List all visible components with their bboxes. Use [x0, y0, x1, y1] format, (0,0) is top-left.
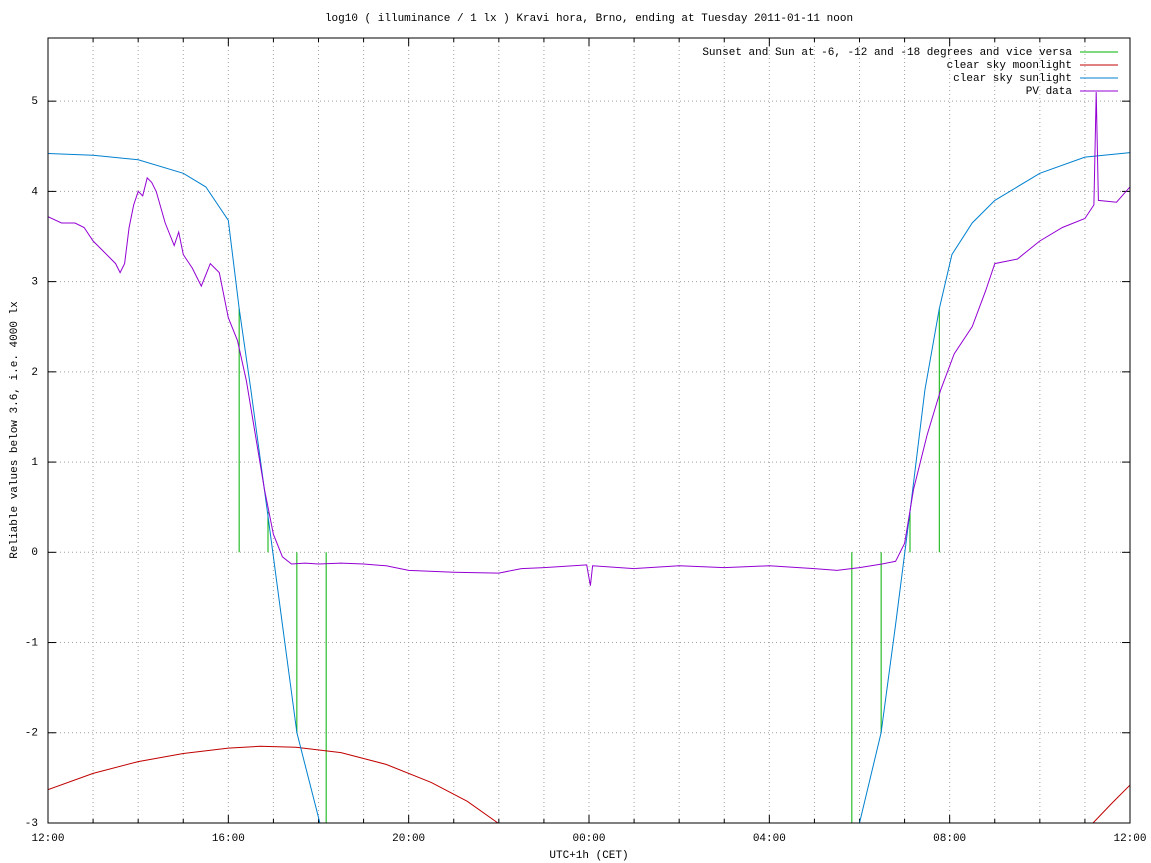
legend-label: PV data [1026, 86, 1073, 98]
y-tick-label: 4 [31, 186, 38, 198]
y-tick-label: 5 [31, 96, 38, 108]
series-line [48, 92, 1130, 586]
y-tick-label: 0 [31, 547, 38, 559]
x-axis-label: UTC+1h (CET) [549, 850, 628, 862]
y-tick-label: 2 [31, 367, 38, 379]
chart-title: log10 ( illuminance / 1 lx ) Kravi hora,… [325, 13, 853, 25]
y-tick-label: 3 [31, 277, 38, 289]
legend-label: Sunset and Sun at -6, -12 and -18 degree… [702, 47, 1072, 59]
series-line [48, 152, 1130, 823]
x-tick-label: 12:00 [31, 833, 64, 845]
y-tick-label: -2 [25, 728, 38, 740]
y-tick-label: -1 [25, 637, 39, 649]
y-tick-label: 1 [31, 457, 38, 469]
x-tick-label: 16:00 [212, 833, 245, 845]
y-axis-label: Reliable values below 3.6, i.e. 4000 lx [9, 301, 21, 559]
x-tick-label: 00:00 [572, 833, 605, 845]
legend-label: clear sky moonlight [947, 60, 1072, 72]
x-tick-label: 08:00 [933, 833, 966, 845]
plot-border [47, 37, 1131, 824]
legend-label: clear sky sunlight [953, 73, 1072, 85]
x-tick-label: 12:00 [1113, 833, 1146, 845]
series-line [48, 745, 1130, 823]
x-tick-label: 20:00 [392, 833, 425, 845]
y-tick-label: -3 [25, 818, 38, 830]
x-tick-label: 04:00 [753, 833, 786, 845]
